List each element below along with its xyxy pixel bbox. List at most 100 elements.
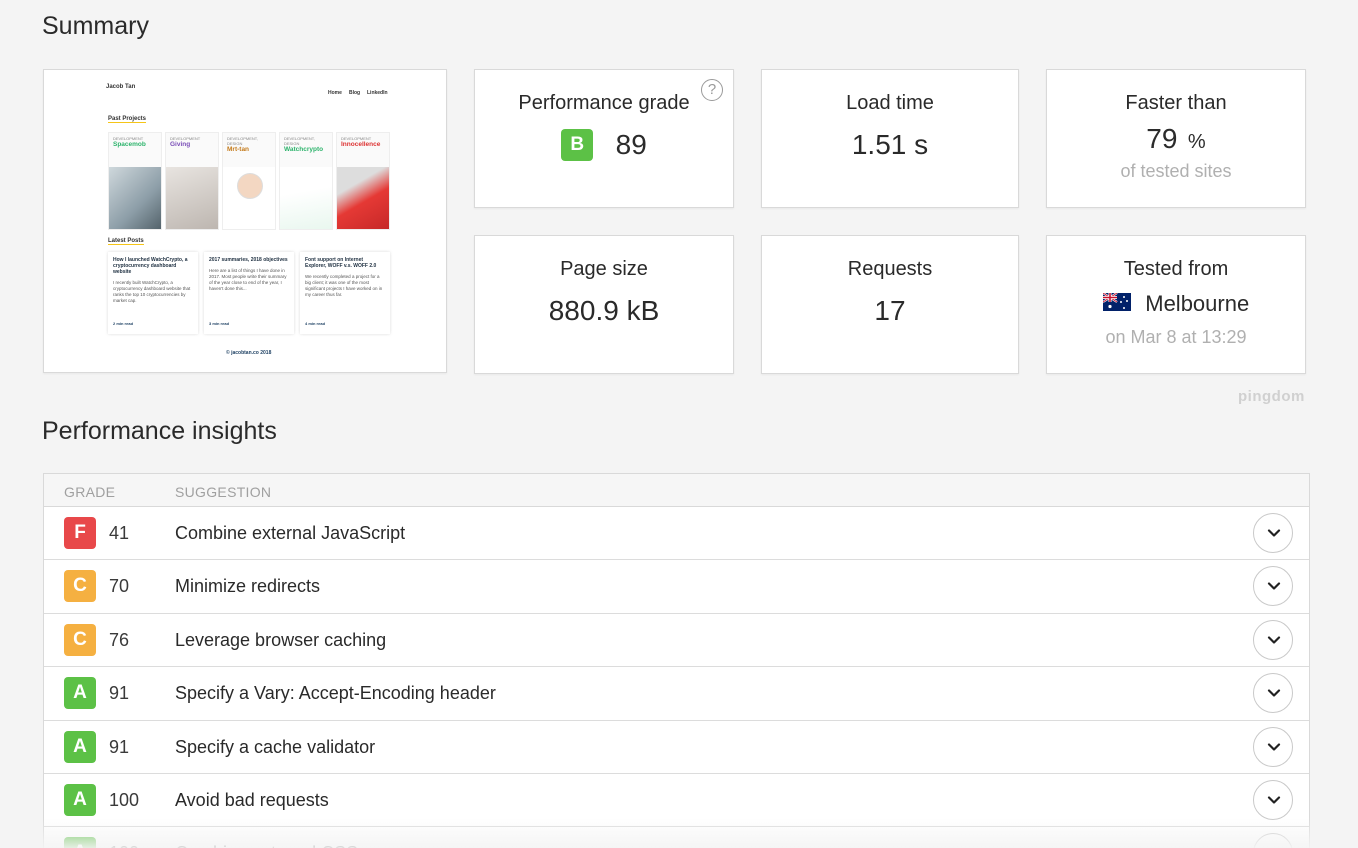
expand-button[interactable]: [1253, 566, 1293, 607]
project-image: [109, 167, 161, 229]
performance-grade-value: 89: [615, 129, 647, 160]
post-card: How I launched WatchCrypto, a cryptocurr…: [108, 252, 198, 334]
grade-badge: C: [64, 570, 96, 603]
chevron-down-icon: [1267, 742, 1281, 751]
table-row[interactable]: A 91 Specify a Vary: Accept-Encoding heade…: [44, 667, 1309, 721]
requests-card: Requests 17: [761, 235, 1019, 374]
project-name: Innocellence: [341, 141, 381, 148]
grade-badge: B: [561, 129, 594, 161]
table-row[interactable]: C 76 Leverage browser caching: [44, 614, 1309, 668]
page-size-card: Page size 880.9 kB: [474, 235, 734, 374]
project-tag: DEVELOPMENT, DESIGN: [284, 136, 315, 146]
page-size-label: Page size: [560, 258, 648, 280]
project-card: DEVELOPMENT, DESIGN Mrt-tan: [222, 132, 276, 230]
grade-score: 100: [109, 789, 140, 810]
chevron-down-icon: [1267, 582, 1281, 590]
faster-than-label: Faster than: [1125, 92, 1227, 114]
pingdom-logo: pingdom: [1238, 388, 1305, 405]
project-tag: DEVELOPMENT, DESIGN: [227, 136, 258, 146]
table-header: GRADE SUGGESTION: [44, 474, 1309, 507]
project-tag: DEVELOPMENT: [170, 136, 201, 141]
post-read-time: 2 min read: [113, 321, 134, 326]
post-title: Font support on Internet Explorer, WOFF …: [305, 257, 377, 269]
project-name: Watchcrypto: [284, 146, 324, 153]
tested-from-label: Tested from: [1123, 258, 1229, 280]
chevron-down-icon: [1267, 529, 1281, 537]
grade-score: 76: [109, 629, 130, 650]
project-tag: DEVELOPMENT: [113, 136, 144, 141]
post-title: 2017 summaries, 2018 objectives: [209, 257, 288, 263]
insights-title: Performance insights: [42, 417, 277, 445]
suggestion-text: Specify a cache validator: [175, 736, 376, 757]
expand-button[interactable]: [1253, 673, 1293, 714]
expand-button[interactable]: [1253, 779, 1293, 820]
grade-badge: A: [64, 730, 96, 763]
table-row[interactable]: A 91 Specify a cache validator: [44, 721, 1309, 774]
latest-posts-title: Latest Posts: [108, 238, 144, 245]
suggestion-text: Avoid bad requests: [175, 789, 329, 810]
project-image: [280, 167, 332, 229]
post-read-time: 3 min read: [209, 321, 230, 326]
faster-than-value: 79: [1146, 123, 1178, 154]
grade-score: 91: [109, 736, 130, 757]
requests-label: Requests: [847, 258, 933, 280]
faster-than-card: Faster than 79 % of tested sites: [1046, 69, 1306, 208]
column-header-suggestion: SUGGESTION: [175, 484, 272, 500]
faster-than-sub: of tested sites: [1120, 161, 1232, 181]
suggestion-text: Specify a Vary: Accept-Encoding header: [175, 683, 496, 704]
suggestion-text: Combine external JavaScript: [175, 523, 406, 543]
post-read-time: 4 min read: [305, 321, 326, 326]
site-nav-blog: Blog: [349, 90, 361, 96]
table-row[interactable]: F 41 Combine external JavaScript: [44, 507, 1309, 561]
help-icon[interactable]: ?: [701, 79, 723, 101]
suggestion-text: Leverage browser caching: [175, 629, 387, 650]
project-card: DEVELOPMENT Giving: [165, 132, 219, 230]
chevron-down-icon: [1267, 796, 1281, 804]
website-screenshot: Jacob Tan Home Blog LinkedIn Past Projec…: [43, 69, 447, 373]
site-nav-linkedin: LinkedIn: [367, 90, 388, 96]
performance-grade-label: Performance grade: [518, 92, 690, 114]
project-tag: DEVELOPMENT: [341, 136, 372, 141]
performance-grade-card: ? Performance grade B 89: [474, 69, 734, 208]
requests-value: 17: [874, 295, 906, 326]
grade-badge: C: [64, 623, 96, 656]
post-card: 2017 summaries, 2018 objectives Here are…: [204, 252, 294, 334]
grade-score: 41: [109, 523, 130, 543]
post-excerpt: We recently completed a project for a bi…: [305, 274, 383, 297]
chevron-down-icon: [1267, 689, 1281, 697]
load-time-label: Load time: [846, 92, 934, 114]
expand-button[interactable]: [1253, 726, 1293, 767]
load-time-card: Load time 1.51 s: [761, 69, 1019, 208]
project-card: DEVELOPMENT Spacemob: [108, 132, 162, 230]
site-nav-home: Home: [328, 90, 342, 96]
past-projects-title: Past Projects: [108, 116, 147, 123]
chevron-down-icon: [1267, 636, 1281, 644]
post-title: How I launched WatchCrypto, a cryptocurr…: [113, 257, 188, 275]
project-card: DEVELOPMENT, DESIGN Watchcrypto: [279, 132, 333, 230]
table-row[interactable]: C 70 Minimize redirects: [44, 560, 1309, 614]
tested-from-date: on Mar 8 at 13:29: [1105, 327, 1247, 347]
expand-button[interactable]: [1253, 513, 1293, 553]
site-footer: © jacobtan.co 2018: [226, 350, 272, 356]
project-image: [223, 167, 275, 229]
tested-from-card: Tested from Melbourne on Mar 8 at 13:29: [1046, 235, 1306, 374]
bottom-fade: [0, 818, 1358, 848]
project-name: Spacemob: [113, 141, 146, 148]
grade-score: 70: [109, 576, 130, 597]
post-card: Font support on Internet Explorer, WOFF …: [300, 252, 390, 334]
column-header-grade: GRADE: [64, 484, 116, 500]
insights-table: GRADE SUGGESTION F 41 Combine external Jav…: [43, 473, 1310, 848]
post-excerpt: Here are a list of things I have done in…: [209, 268, 287, 291]
grade-badge: A: [64, 677, 96, 710]
expand-button[interactable]: [1253, 619, 1293, 660]
tested-from-city: Melbourne: [1145, 291, 1250, 316]
summary-title: Summary: [42, 12, 149, 40]
post-excerpt: I recently built WatchCrypto, a cryptocu…: [113, 280, 191, 303]
site-name: Jacob Tan: [106, 84, 136, 90]
load-time-value: 1.51 s: [851, 129, 929, 160]
project-image: [337, 167, 389, 229]
australia-flag-icon: [1102, 291, 1131, 316]
grade-badge: F: [64, 517, 96, 549]
project-name: Giving: [170, 141, 191, 148]
project-name: Mrt-tan: [227, 146, 250, 153]
